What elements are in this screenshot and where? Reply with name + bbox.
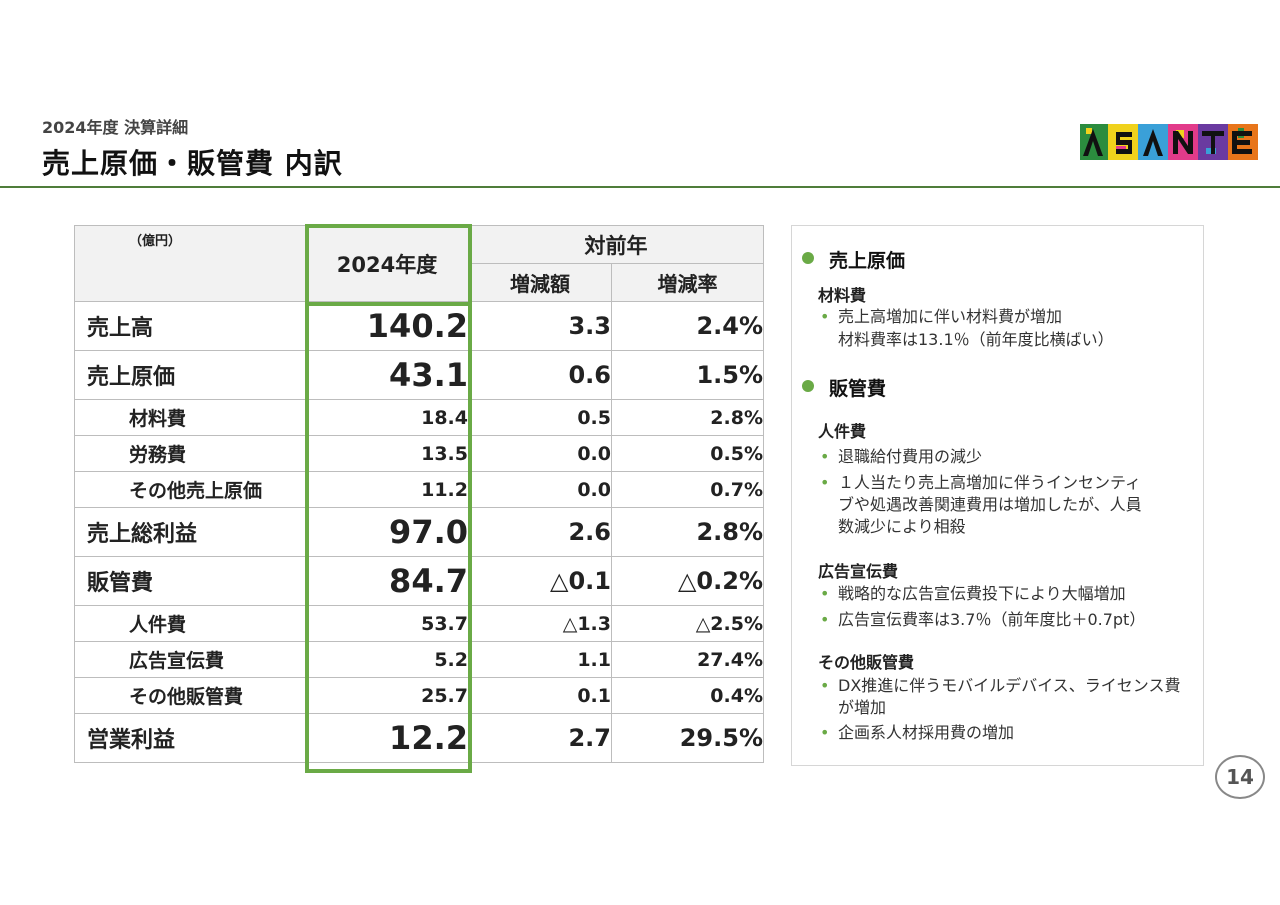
diff-value: 0.1 — [468, 677, 612, 714]
row-label: その他販管費 — [74, 677, 306, 714]
asante-logo — [1080, 124, 1258, 160]
diff-value: 0.0 — [468, 435, 612, 472]
page-subtitle: 2024年度 決算詳細 — [42, 118, 189, 137]
table-row: 広告宣伝費 5.2 1.1 27.4% — [74, 641, 764, 678]
row-label: 売上総利益 — [74, 507, 306, 557]
personnel-note-2: • １人当たり売上高増加に伴うインセンティブや処遇改善関連費用は増加したが、人員数… — [820, 473, 1142, 536]
current-value: 11.2 — [305, 471, 469, 508]
row-label: 営業利益 — [74, 713, 306, 763]
table-row: 人件費 53.7 △1.3 △2.5% — [74, 605, 764, 642]
material-subtitle: 材料費 — [818, 286, 867, 305]
table-row: その他売上原価 11.2 0.0 0.7% — [74, 471, 764, 508]
rate-value: △2.5% — [611, 605, 764, 642]
other-sga-subtitle: その他販管費 — [818, 653, 915, 672]
ad-note-1: • 戦略的な広告宣伝費投下により大幅増加 — [820, 584, 1126, 603]
ad-subtitle: 広告宣伝費 — [818, 562, 899, 581]
cogs-section-title: 売上原価 — [829, 250, 906, 272]
financial-table: （億円） 2024年度 対前年 増減額 増減率 売上高 140.2 3.3 2.… — [74, 225, 764, 763]
current-value: 97.0 — [305, 507, 469, 557]
rate-value: 2.8% — [611, 507, 764, 557]
current-value: 18.4 — [305, 399, 469, 436]
row-label: 販管費 — [74, 556, 306, 606]
rate-value: 2.4% — [611, 301, 764, 351]
rate-value: 0.4% — [611, 677, 764, 714]
row-label: 売上原価 — [74, 350, 306, 400]
table-row: 売上原価 43.1 0.6 1.5% — [74, 350, 764, 400]
current-value: 5.2 — [305, 641, 469, 678]
diff-value: 3.3 — [468, 301, 612, 351]
row-label: 人件費 — [74, 605, 306, 642]
rate-value: 29.5% — [611, 713, 764, 763]
row-label: その他売上原価 — [74, 471, 306, 508]
title-divider — [0, 186, 1280, 188]
personnel-note-1: • 退職給付費用の減少 — [820, 447, 983, 466]
diff-value: 0.0 — [468, 471, 612, 508]
row-label: 売上高 — [74, 301, 306, 351]
bullet-dot-icon — [802, 252, 814, 264]
ad-note-2: • 広告宣伝費率は3.7％（前年度比＋0.7pt） — [820, 610, 1146, 629]
row-label: 広告宣伝費 — [74, 641, 306, 678]
current-value: 140.2 — [305, 301, 469, 351]
rate-value: 0.7% — [611, 471, 764, 508]
current-value: 12.2 — [305, 713, 469, 763]
rate-value: 1.5% — [611, 350, 764, 400]
diff-value: 2.7 — [468, 713, 612, 763]
rate-value: 27.4% — [611, 641, 764, 678]
yoy-header: 対前年 — [468, 225, 764, 264]
rate-value: 0.5% — [611, 435, 764, 472]
diff-value: 0.5 — [468, 399, 612, 436]
current-value: 13.5 — [305, 435, 469, 472]
current-year-header: 2024年度 — [305, 225, 469, 302]
page-number: 14 — [1215, 755, 1265, 799]
diff-value: 0.6 — [468, 350, 612, 400]
table-row: 売上高 140.2 3.3 2.4% — [74, 301, 764, 351]
sga-section-title: 販管費 — [829, 378, 887, 400]
diff-value: △0.1 — [468, 556, 612, 606]
material-note-2: 材料費率は13.1％（前年度比横ばい） — [838, 330, 1114, 349]
table-row: 営業利益 12.2 2.7 29.5% — [74, 713, 764, 763]
table-row: 売上総利益 97.0 2.6 2.8% — [74, 507, 764, 557]
current-value: 43.1 — [305, 350, 469, 400]
diff-value: 2.6 — [468, 507, 612, 557]
table-row: その他販管費 25.7 0.1 0.4% — [74, 677, 764, 714]
page-title: 売上原価・販管費 内訳 — [42, 147, 343, 180]
bullet-dot-icon — [802, 380, 814, 392]
notes-panel — [791, 225, 1204, 766]
unit-label: （億円） — [74, 225, 306, 302]
rate-value: 2.8% — [611, 399, 764, 436]
material-note-1: • 売上高増加に伴い材料費が増加 — [820, 307, 1063, 326]
table-row: 材料費 18.4 0.5 2.8% — [74, 399, 764, 436]
diff-header: 増減額 — [468, 263, 612, 302]
other-sga-note-2: • 企画系人材採用費の増加 — [820, 723, 1015, 742]
other-sga-note-1: • DX推進に伴うモバイルデバイス、ライセンス費が増加 — [820, 676, 1181, 717]
rate-value: △0.2% — [611, 556, 764, 606]
diff-value: 1.1 — [468, 641, 612, 678]
table-row: 販管費 84.7 △0.1 △0.2% — [74, 556, 764, 606]
current-value: 53.7 — [305, 605, 469, 642]
table-row: 労務費 13.5 0.0 0.5% — [74, 435, 764, 472]
rate-header: 増減率 — [611, 263, 764, 302]
diff-value: △1.3 — [468, 605, 612, 642]
personnel-subtitle: 人件費 — [818, 422, 867, 441]
current-value: 84.7 — [305, 556, 469, 606]
current-year-header-divider — [305, 302, 472, 306]
row-label: 労務費 — [74, 435, 306, 472]
current-value: 25.7 — [305, 677, 469, 714]
row-label: 材料費 — [74, 399, 306, 436]
